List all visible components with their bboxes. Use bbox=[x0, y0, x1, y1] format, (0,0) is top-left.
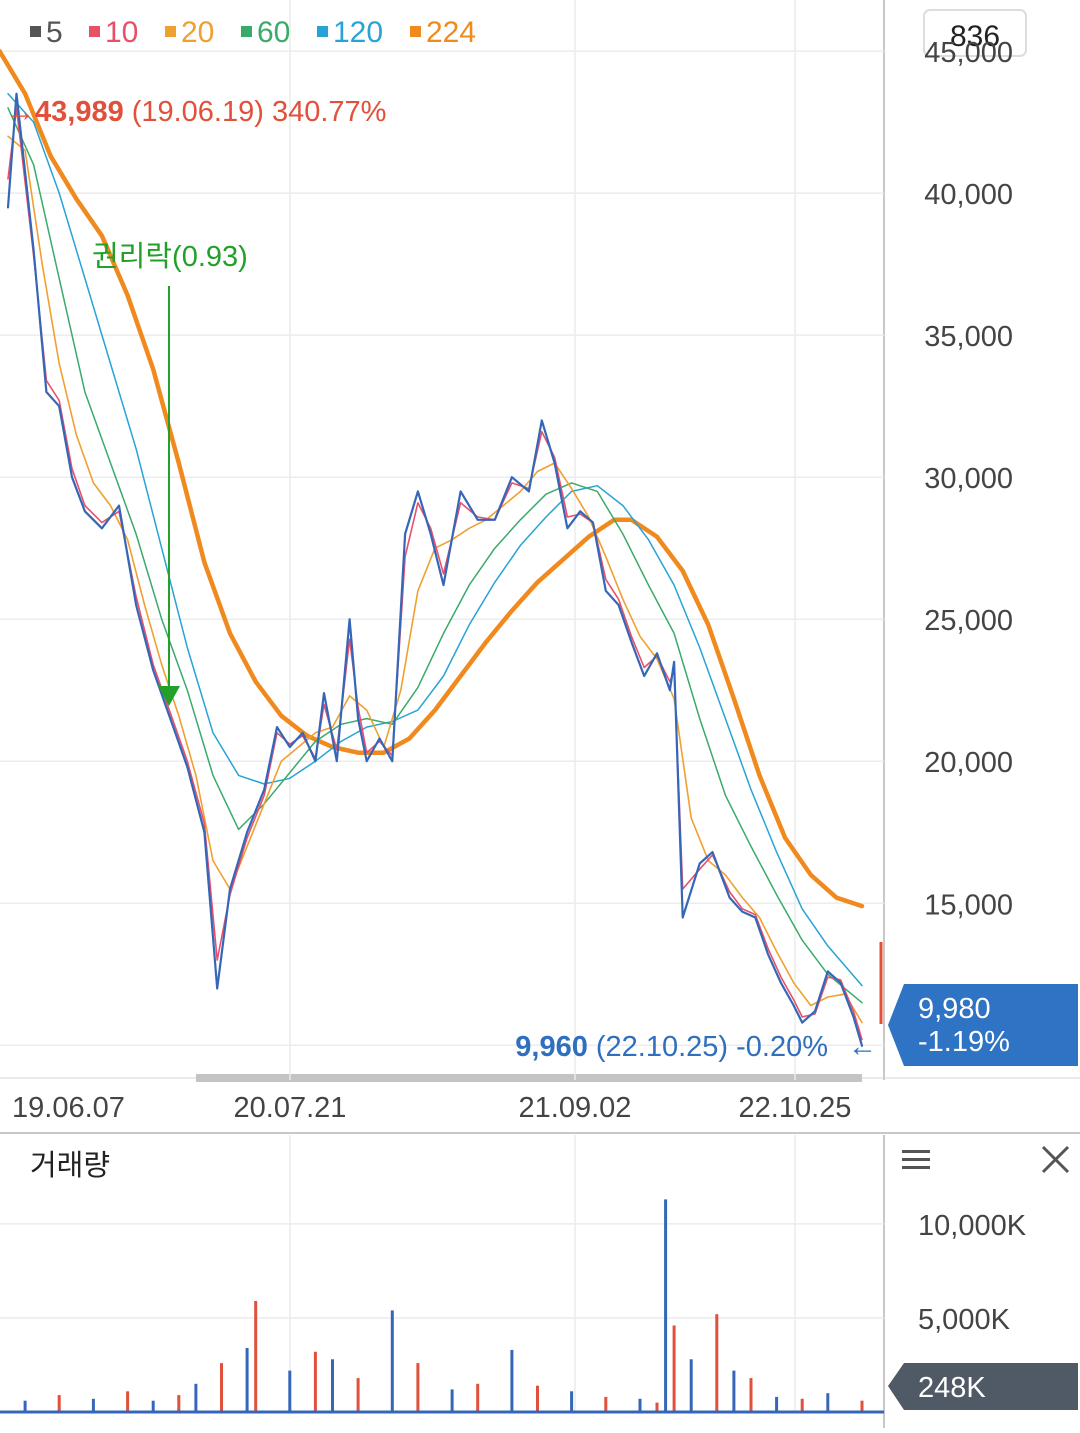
volume-bar bbox=[313, 1351, 317, 1412]
legend-swatch-10 bbox=[89, 26, 100, 37]
volume-bar bbox=[775, 1396, 779, 1412]
volume-bar bbox=[689, 1359, 693, 1412]
volume-bar bbox=[749, 1378, 753, 1412]
low-annotation: 9,960 (22.10.25) -0.20% bbox=[515, 1031, 828, 1063]
current-price-box bbox=[888, 984, 1078, 1066]
volume-bar bbox=[664, 1199, 668, 1412]
legend-swatch-20 bbox=[165, 26, 176, 37]
date-axis: 19.06.07 20.07.21 21.09.02 22.10.25 bbox=[12, 0, 851, 1412]
series-line-price bbox=[6, 92, 864, 1047]
legend-label-120[interactable]: 120 bbox=[333, 16, 383, 49]
price-grid bbox=[0, 50, 884, 1047]
series-line-224 bbox=[0, 48, 865, 909]
x-tick-label: 22.10.25 bbox=[739, 1092, 852, 1124]
low-detail: (22.10.25) -0.20% bbox=[596, 1031, 828, 1063]
volume-bar bbox=[638, 1398, 642, 1412]
legend-label-10[interactable]: 10 bbox=[105, 16, 138, 49]
indicator-box-value: 836 bbox=[950, 20, 1000, 53]
volume-bar bbox=[91, 1398, 95, 1412]
volume-bar bbox=[476, 1383, 480, 1412]
volume-bar bbox=[288, 1370, 292, 1412]
volume-grid: 10,000K 5,000K bbox=[0, 1210, 1027, 1336]
volume-panel-title: 거래량 bbox=[30, 1150, 110, 1182]
legend-swatch-5 bbox=[30, 26, 41, 37]
volume-y-tick-label: 10,000K bbox=[918, 1210, 1027, 1242]
volume-bar bbox=[220, 1363, 223, 1412]
y-tick-label: 30,000 bbox=[924, 463, 1013, 495]
volume-bar bbox=[826, 1393, 830, 1412]
volume-bar bbox=[356, 1378, 360, 1412]
volume-bar bbox=[390, 1310, 394, 1412]
volume-bar bbox=[715, 1314, 719, 1412]
volume-bar bbox=[126, 1391, 130, 1412]
low-price: 9,960 bbox=[515, 1031, 588, 1063]
legend-label-20[interactable]: 20 bbox=[181, 16, 214, 49]
y-tick-label: 15,000 bbox=[924, 889, 1013, 921]
legend-label-60[interactable]: 60 bbox=[257, 16, 290, 49]
current-volume-box bbox=[888, 1363, 1078, 1410]
high-annotation: →43,989 (19.06.19) 340.77% bbox=[6, 96, 386, 128]
y-tick-label: 25,000 bbox=[924, 605, 1013, 637]
price-axis: 45,000 40,000 35,000 30,000 25,000 20,000 15,0… bbox=[924, 37, 1013, 921]
volume-y-tick-label: 5,000K bbox=[918, 1304, 1011, 1336]
x-tick-label: 19.06.07 bbox=[12, 1092, 125, 1124]
close-icon[interactable] bbox=[1041, 1145, 1070, 1174]
volume-bar bbox=[732, 1370, 736, 1412]
volume-bar bbox=[151, 1400, 155, 1412]
x-tick-label: 20.07.21 bbox=[234, 1092, 347, 1124]
volume-bar bbox=[177, 1395, 181, 1412]
legend-swatch-120 bbox=[317, 26, 328, 37]
volume-bar bbox=[672, 1325, 676, 1412]
volume-bar bbox=[655, 1402, 659, 1412]
volume-bars bbox=[0, 1199, 884, 1414]
moving-average-legend: 5 10 20 60 120 224 bbox=[30, 16, 476, 49]
volume-bar bbox=[57, 1395, 61, 1412]
low-arrow-icon: ← bbox=[848, 1031, 877, 1063]
current-change: -1.19% bbox=[918, 1026, 1010, 1058]
legend-label-5[interactable]: 5 bbox=[46, 16, 63, 49]
volume-bar bbox=[450, 1389, 454, 1412]
high-arrow-icon: → bbox=[6, 96, 35, 128]
volume-bar bbox=[23, 1400, 27, 1412]
volume-bar bbox=[604, 1396, 608, 1412]
current-price: 9,980 bbox=[918, 993, 991, 1025]
series-line-60 bbox=[7, 107, 863, 1004]
volume-bar bbox=[194, 1383, 198, 1412]
volume-bar bbox=[800, 1398, 804, 1412]
volume-bar bbox=[416, 1363, 420, 1412]
scrollbar-thumb[interactable] bbox=[196, 1074, 862, 1082]
legend-swatch-224 bbox=[410, 26, 421, 37]
current-volume: 248K bbox=[918, 1372, 986, 1404]
rights-event-marker: 권리락(0.93) bbox=[92, 241, 248, 706]
rights-event-label: 권리락(0.93) bbox=[92, 241, 248, 273]
y-tick-label: 20,000 bbox=[924, 747, 1013, 779]
indicator-box[interactable] bbox=[923, 9, 1027, 57]
volume-bar bbox=[860, 1400, 864, 1412]
volume-bar bbox=[570, 1391, 574, 1412]
y-tick-label: 40,000 bbox=[924, 179, 1013, 211]
y-tick-label: 45,000 bbox=[924, 37, 1013, 69]
high-detail: (19.06.19) 340.77% bbox=[132, 96, 387, 128]
volume-bar bbox=[245, 1348, 249, 1412]
price-series bbox=[0, 48, 865, 1047]
volume-bar bbox=[510, 1349, 514, 1412]
volume-bar bbox=[254, 1301, 258, 1412]
volume-bar bbox=[536, 1385, 539, 1412]
hamburger-icon[interactable] bbox=[902, 1150, 930, 1169]
legend-swatch-60 bbox=[241, 26, 252, 37]
high-price: 43,989 bbox=[35, 96, 124, 128]
volume-bar bbox=[331, 1359, 334, 1412]
x-tick-label: 21.09.02 bbox=[519, 1092, 632, 1124]
legend-label-224[interactable]: 224 bbox=[426, 16, 476, 49]
arrow-down-icon bbox=[158, 686, 180, 706]
y-tick-label: 35,000 bbox=[924, 321, 1013, 353]
series-line-120 bbox=[7, 92, 863, 987]
